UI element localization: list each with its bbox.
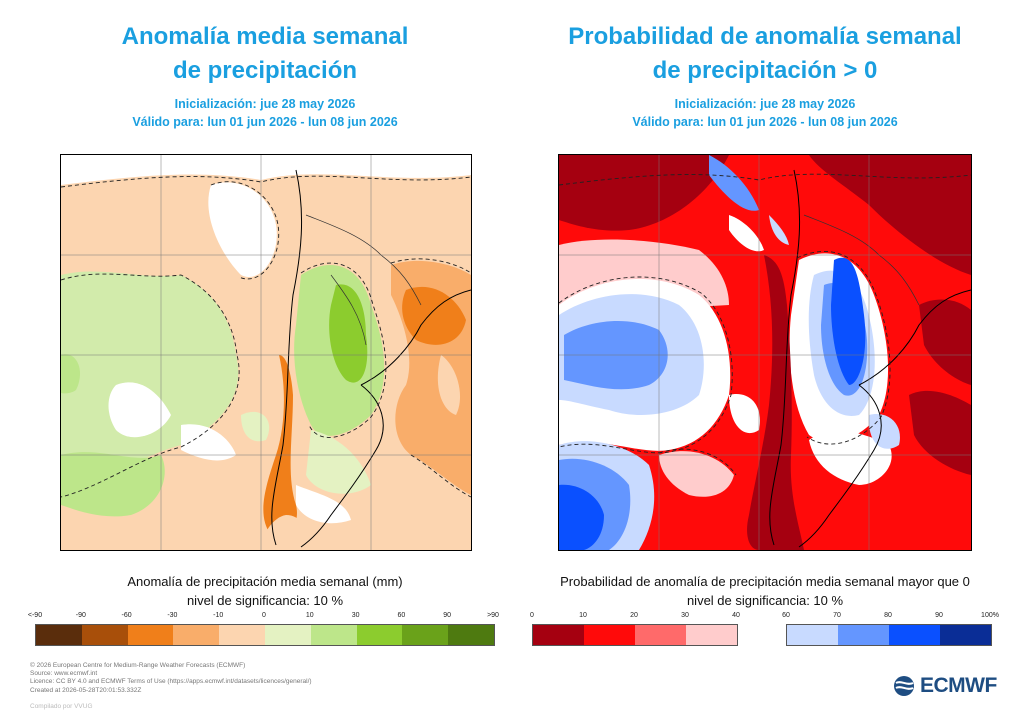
right-colorbar-low [532,624,738,646]
right-colorbar-high-tick-label: 80 [884,612,892,619]
left-title: Anomalía media semanal de precipitación [60,20,470,88]
right-title-line2: de precipitación > 0 [652,57,878,84]
credit-source: Source: www.ecmwf.int [30,670,98,678]
left-colorbar [35,624,495,646]
left-caption-text: Anomalía de precipitación media semanal … [127,574,403,589]
right-colorbar-low-swatch [533,625,584,645]
probability-anomaly-map [558,154,972,551]
left-colorbar-tick-label: -60 [121,612,132,619]
left-colorbar-tick-label: -30 [167,612,178,619]
right-colorbar-high-swatch [889,625,940,645]
right-colorbar-low-tick-label: 0 [530,612,534,619]
credits: © 2026 European Centre for Medium-Range … [30,662,312,695]
right-colorbar-high-swatch [940,625,991,645]
probability-anomaly-map-graphic [559,155,971,550]
right-colorbar-low-tick-label: 20 [630,612,638,619]
left-colorbar-tick-label: -10 [213,612,224,619]
right-colorbar-high-tick-label: 70 [833,612,841,619]
left-title-line2: de precipitación [172,57,358,84]
right-title: Probabilidad de anomalía semanal de prec… [555,20,975,88]
left-colorbar-swatch [219,625,265,645]
ecmwf-logo: ECMWF [893,674,997,698]
right-colorbar-ticks-low: 0 10 20 30 40 [530,612,740,622]
right-colorbar-high [786,624,992,646]
right-colorbar-low-swatch [686,625,737,645]
left-colorbar-swatch [127,625,174,645]
right-colorbar-high-tick-label: 100% [981,612,999,619]
right-colorbar-high-swatch [787,625,838,645]
precip-anomaly-map-graphic [61,155,471,550]
left-init-date: Inicialización: jue 28 may 2026 [174,97,356,111]
left-title-line1: Anomalía media semanal [121,23,409,50]
right-colorbar-low-tick-label: 40 [732,612,740,619]
right-colorbar-low-swatch [584,625,635,645]
right-colorbar-low-tick-label: 10 [579,612,587,619]
left-colorbar-swatch [173,625,220,645]
right-title-line1: Probabilidad de anomalía semanal [568,23,962,50]
ecmwf-logo-text: ECMWF [920,674,997,697]
left-colorbar-ticks: <-90 -90 -60 -30 -10 0 10 30 60 90 >90 [28,612,499,622]
left-colorbar-tick-label: 10 [305,612,314,619]
credit-licence: Licence: CC BY 4.0 and ECMWF Terms of Us… [30,678,312,686]
left-colorbar-tick-label: <-90 [27,612,43,619]
right-colorbar-high-tick-label: 60 [782,612,790,619]
left-caption: Anomalía de precipitación media semanal … [60,572,470,610]
right-caption: Probabilidad de anomalía de precipitació… [530,572,1000,610]
left-colorbar-swatch [81,625,128,645]
credit-created: Created at 2026-05-28T20:01:53.332Z [30,686,142,694]
left-colorbar-tick-label: -90 [75,612,86,619]
left-colorbar-tick-label: 0 [262,612,266,619]
right-colorbar-high-swatch [838,625,889,645]
left-colorbar-swatch [402,625,449,645]
left-valid-range: Válido para: lun 01 jun 2026 - lun 08 ju… [132,115,398,129]
precip-anomaly-map [60,154,472,551]
ecmwf-logo-icon [894,676,914,696]
right-valid-range: Válido para: lun 01 jun 2026 - lun 08 ju… [632,115,898,129]
left-significance-text: nivel de significancia: 10 % [186,593,344,608]
left-colorbar-tick-label: 60 [397,612,406,619]
right-colorbar-low-swatch [635,625,686,645]
right-colorbar-high-tick-label: 90 [935,612,943,619]
credit-copyright: © 2026 European Centre for Medium-Range … [30,662,246,669]
right-colorbar-low-tick-label: 30 [681,612,689,619]
left-colorbar-swatch [356,625,403,645]
right-colorbar-ticks-high: 60 70 80 90 100% [782,612,999,622]
left-colorbar-swatch [36,625,82,645]
left-subtitle: Inicialización: jue 28 may 2026 Válido p… [60,95,470,131]
left-colorbar-swatch [448,625,494,645]
left-colorbar-tick-label: 30 [351,612,360,619]
footnote: Compilado por VVUG [30,703,93,710]
left-colorbar-swatch [310,625,357,645]
left-colorbar-tick-label: 90 [443,612,452,619]
right-init-date: Inicialización: jue 28 may 2026 [674,97,856,111]
right-subtitle: Inicialización: jue 28 may 2026 Válido p… [555,95,975,131]
right-caption-text: Probabilidad de anomalía de precipitació… [560,574,970,589]
left-colorbar-swatch [264,625,311,645]
right-significance-text: nivel de significancia: 10 % [686,593,844,608]
left-colorbar-tick-label: >90 [487,612,499,619]
